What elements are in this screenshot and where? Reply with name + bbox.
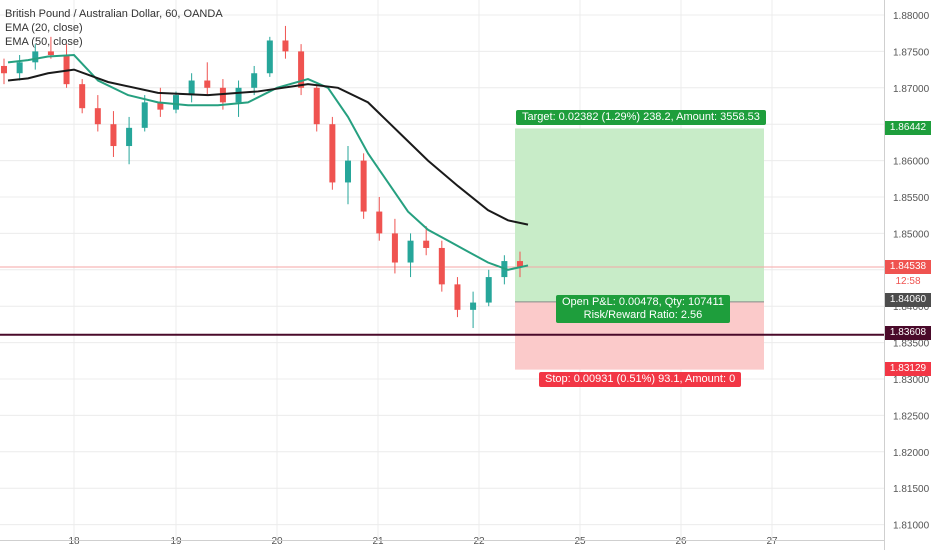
candle-body xyxy=(313,87,320,125)
candlesticks xyxy=(1,25,523,329)
price-tick-label: 1.85000 xyxy=(893,229,930,240)
candle-body xyxy=(110,124,117,147)
candle-body xyxy=(391,233,398,263)
stop-label[interactable]: Stop: 0.00931 (0.51%) 93.1, Amount: 0 xyxy=(539,372,742,387)
ema50-legend[interactable]: EMA (50, close) xyxy=(5,36,83,48)
price-tick-label: 1.88000 xyxy=(893,11,930,22)
candle-body xyxy=(157,102,164,110)
time-tick-label: 27 xyxy=(766,536,778,547)
candle-body xyxy=(251,73,258,88)
chart-grid xyxy=(0,0,884,540)
candle-body xyxy=(16,62,23,74)
candle-body xyxy=(219,87,226,103)
candle-body xyxy=(188,80,195,96)
candle-body xyxy=(360,160,367,212)
price-tick-label: 1.86000 xyxy=(893,157,930,168)
candle-body xyxy=(204,80,211,88)
stop-price-tag: 1.83129 xyxy=(885,362,931,376)
candle-body xyxy=(63,55,70,85)
symbol-title: British Pound / Australian Dollar, 60, O… xyxy=(5,8,223,20)
time-tick-label: 19 xyxy=(170,536,182,547)
price-tick-label: 1.87500 xyxy=(893,47,930,58)
time-tick-label: 22 xyxy=(473,536,485,547)
candle-body xyxy=(485,277,492,303)
candle-body xyxy=(329,124,336,183)
time-tick-label: 25 xyxy=(574,536,586,547)
price-tick-label: 1.82000 xyxy=(893,448,930,459)
candle-body xyxy=(376,211,383,234)
ema20-line xyxy=(7,54,529,271)
candle-body xyxy=(94,108,101,125)
candle-body xyxy=(282,40,289,52)
price-tick-label: 1.81500 xyxy=(893,484,930,495)
time-tick-label: 20 xyxy=(271,536,283,547)
candle-body xyxy=(407,240,414,263)
time-tick-label: 21 xyxy=(372,536,384,547)
last-price-tag: 1.84538 xyxy=(885,260,931,274)
support-price-tag: 1.83608 xyxy=(885,326,931,340)
entry-price-tag: 1.84060 xyxy=(885,293,931,307)
time-tick-label: 26 xyxy=(675,536,687,547)
candle-body xyxy=(438,247,445,285)
candle-body xyxy=(141,102,148,128)
target-zone[interactable] xyxy=(515,128,764,302)
price-tick-label: 1.85500 xyxy=(893,193,930,204)
ema50-line xyxy=(7,68,529,226)
candle-body xyxy=(266,40,273,74)
position-zones[interactable] xyxy=(515,128,764,370)
target-label[interactable]: Target: 0.02382 (1.29%) 238.2, Amount: 3… xyxy=(516,110,766,125)
price-tick-label: 1.84000 xyxy=(893,302,930,313)
candle-body xyxy=(470,302,477,310)
price-tick-label: 1.82500 xyxy=(893,411,930,422)
candle-body xyxy=(235,87,242,103)
price-tick-label: 1.83000 xyxy=(893,375,930,386)
candle-body xyxy=(126,127,133,147)
candle-body xyxy=(423,240,430,248)
candle-body xyxy=(345,160,351,183)
candle-body xyxy=(298,51,305,88)
risk-reward-text: Risk/Reward Ratio: 2.56 xyxy=(583,309,703,321)
candle-body xyxy=(454,284,461,310)
candle-body xyxy=(173,95,179,110)
candle-body xyxy=(79,84,86,109)
candle-countdown: 12:58 xyxy=(885,275,931,289)
candle-body xyxy=(1,65,7,74)
ema20-legend[interactable]: EMA (20, close) xyxy=(5,22,83,34)
candle-body xyxy=(47,51,54,56)
ema-lines xyxy=(7,54,529,271)
price-tick-label: 1.87000 xyxy=(893,84,930,95)
candle-body xyxy=(32,51,39,63)
open-pnl-label[interactable]: Open P&L: 0.00478, Qty: 107411 Risk/Rewa… xyxy=(556,295,730,323)
time-tick-label: 18 xyxy=(68,536,80,547)
price-tick-label: 1.81000 xyxy=(893,521,930,532)
price-tick-label: 1.83500 xyxy=(893,339,930,350)
target-price-tag: 1.86442 xyxy=(885,121,931,135)
candle-body xyxy=(517,261,523,267)
open-pnl-text: Open P&L: 0.00478, Qty: 107411 xyxy=(562,296,724,308)
